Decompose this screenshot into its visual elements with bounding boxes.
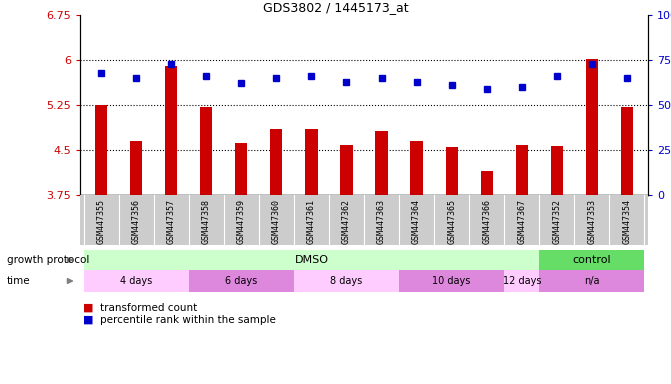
Text: 4 days: 4 days [120,276,152,286]
Bar [200,107,212,195]
Text: GSM447361: GSM447361 [307,199,316,244]
Bar [621,107,633,195]
Text: transformed count: transformed count [100,303,197,313]
Bar [270,129,282,195]
Title: GDS3802 / 1445173_at: GDS3802 / 1445173_at [263,1,409,14]
Text: GSM447362: GSM447362 [342,199,351,244]
Bar [95,105,107,195]
Bar [130,141,142,195]
Text: 10 days: 10 days [433,276,471,286]
Text: GSM447359: GSM447359 [237,199,246,244]
Text: ■: ■ [83,303,94,313]
Text: GSM447365: GSM447365 [447,199,456,244]
Text: GSM447353: GSM447353 [587,199,597,244]
Bar [446,147,458,195]
Bar [551,146,563,195]
Bar [539,270,644,292]
Text: GSM447360: GSM447360 [272,199,281,244]
Text: DMSO: DMSO [295,255,328,265]
Bar [399,270,504,292]
Text: GSM447366: GSM447366 [482,199,491,244]
Bar [83,250,539,270]
Text: n/a: n/a [584,276,600,286]
Bar [305,129,317,195]
Text: GSM447355: GSM447355 [97,199,105,244]
Text: 8 days: 8 days [330,276,362,286]
Bar [586,59,598,195]
Text: control: control [572,255,611,265]
Text: GSM447358: GSM447358 [202,199,211,244]
Text: 6 days: 6 days [225,276,258,286]
Bar [340,145,352,195]
Bar [375,131,388,195]
Text: growth protocol: growth protocol [7,255,89,265]
Text: GSM447354: GSM447354 [623,199,631,244]
Bar [165,66,177,195]
Bar [515,145,528,195]
Bar [294,270,399,292]
Text: 12 days: 12 days [503,276,541,286]
Text: time: time [7,276,30,286]
Text: GSM447364: GSM447364 [412,199,421,244]
Text: percentile rank within the sample: percentile rank within the sample [100,315,276,325]
Text: ■: ■ [83,315,94,325]
Bar [411,141,423,195]
Bar [480,171,493,195]
Text: GSM447357: GSM447357 [166,199,176,244]
Text: GSM447352: GSM447352 [552,199,562,244]
Text: GSM447363: GSM447363 [377,199,386,244]
Text: GSM447356: GSM447356 [132,199,141,244]
Bar [235,143,248,195]
Bar [189,270,294,292]
Bar [539,250,644,270]
Bar [83,270,189,292]
Bar [504,270,539,292]
Text: GSM447367: GSM447367 [517,199,526,244]
